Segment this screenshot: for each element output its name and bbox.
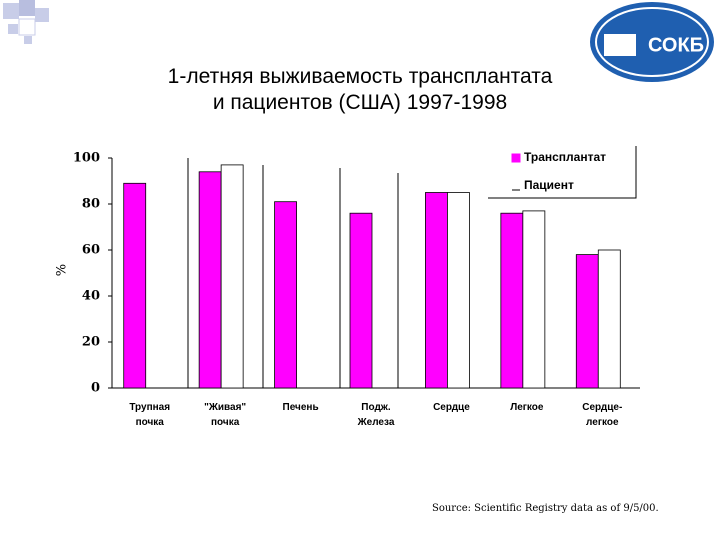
logo: СОКБ xyxy=(590,2,714,82)
legend-label: Пациент xyxy=(524,178,574,192)
x-tick-label: Подж. Железа xyxy=(357,402,395,428)
source: Source: Scientific Registry data as of 9… xyxy=(432,503,659,514)
legend-label: Трансплантат xyxy=(524,150,606,164)
bar xyxy=(220,164,244,389)
chart-title: 1-летняя выживаемость трансплантата и па… xyxy=(167,65,553,114)
bar xyxy=(500,212,524,389)
legend-frame xyxy=(488,146,637,199)
bar xyxy=(425,192,448,389)
bar xyxy=(349,212,373,389)
x-tick-label: Легкое xyxy=(510,402,544,413)
bar xyxy=(198,171,222,389)
x-tick-label: Трупная почка xyxy=(129,402,171,428)
logo-text: СОКБ xyxy=(648,34,704,56)
y-label: % xyxy=(55,264,70,276)
x-tick-label: Сердце xyxy=(433,402,470,413)
y-tick-label: 0 xyxy=(91,381,100,396)
y-tick-label: 20 xyxy=(82,335,100,350)
y-tick-label: 80 xyxy=(82,197,100,212)
bar xyxy=(123,182,147,389)
x-tick-label: Печень xyxy=(282,402,319,413)
y-tick-label: 60 xyxy=(82,243,100,258)
legend-swatch xyxy=(512,182,520,190)
bar xyxy=(597,249,621,389)
bar xyxy=(274,201,297,389)
legend-swatch xyxy=(511,153,521,163)
bar xyxy=(522,210,546,389)
x-tick-label: Сердце- легкое xyxy=(582,402,623,428)
y-tick-label: 100 xyxy=(73,151,100,166)
bar xyxy=(447,192,470,389)
y-tick-label: 40 xyxy=(82,289,100,304)
bar xyxy=(575,254,599,389)
x-tick-label: "Живая" почка xyxy=(204,402,247,428)
decor-squares xyxy=(3,0,49,44)
